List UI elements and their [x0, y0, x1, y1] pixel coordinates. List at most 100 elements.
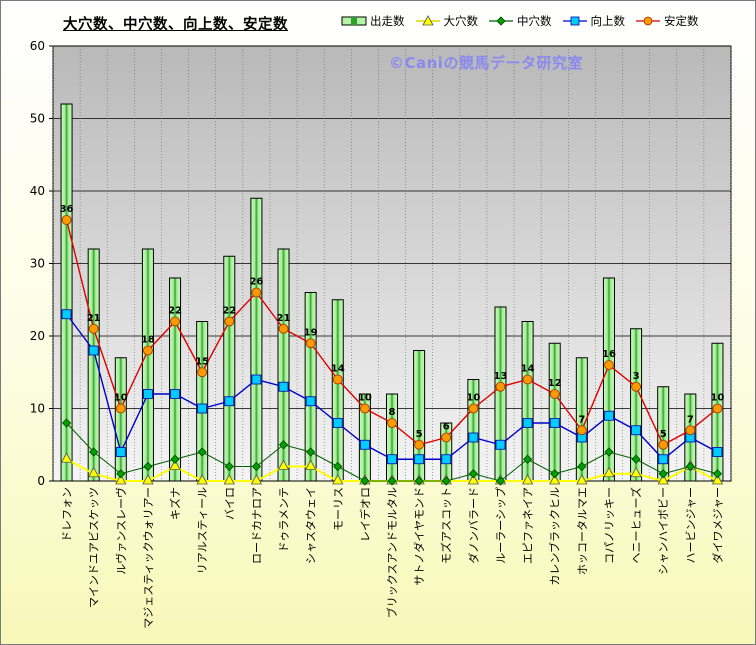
legend-item-antei: 安定数	[635, 13, 699, 29]
watermark: ©Caniの競馬データ研究室	[389, 54, 583, 72]
x-tick-label: マインドユアビスケッツ	[88, 487, 101, 608]
data-label: 7	[687, 414, 694, 425]
x-tick-label: モズアスコット	[439, 487, 453, 564]
data-label: 14	[331, 364, 345, 375]
x-tick-label: ドゥラメンテ	[278, 487, 291, 553]
point-kojo	[88, 345, 99, 356]
point-chuana	[550, 469, 560, 479]
point-antei	[197, 367, 208, 378]
point-antei	[495, 381, 506, 392]
x-tick-label: ロードカナロア	[250, 487, 263, 564]
point-daiana	[304, 459, 317, 470]
point-chuana	[414, 476, 424, 486]
data-label: 6	[443, 422, 450, 433]
point-daiana	[196, 474, 208, 485]
bar-starts	[87, 248, 100, 482]
point-chuana	[197, 447, 207, 457]
legend-label-starts: 出走数	[370, 14, 405, 28]
x-tick-label: サトノダイヤモンド	[412, 487, 426, 586]
point-antei	[224, 316, 235, 327]
data-label: 22	[168, 306, 182, 317]
point-chuana	[143, 461, 153, 472]
point-kojo	[332, 418, 343, 428]
x-tick-label: ドレフォン	[61, 487, 74, 542]
data-label: 14	[521, 364, 535, 375]
bar-starts	[114, 357, 127, 482]
point-daiana	[603, 466, 615, 478]
x-tick-label: ハービンジャー	[684, 487, 697, 563]
point-chuana	[685, 461, 695, 472]
data-label: 10	[358, 393, 372, 404]
point-kojo	[61, 309, 72, 320]
point-kojo	[549, 418, 560, 428]
bar-starts	[331, 299, 344, 482]
y-tick-label: 60	[30, 39, 45, 53]
triangle-icon	[415, 15, 440, 26]
data-label: 13	[494, 371, 508, 382]
point-daiana	[657, 474, 669, 485]
point-chuana	[116, 469, 126, 479]
point-daiana	[467, 474, 480, 485]
point-antei	[414, 439, 425, 450]
circle-icon	[636, 16, 660, 26]
point-chuana	[224, 461, 234, 472]
point-chuana	[468, 469, 478, 479]
point-daiana	[142, 474, 154, 485]
data-label: 3	[633, 371, 640, 382]
x-tick-label: リアルスティール	[196, 487, 209, 574]
point-daiana	[332, 474, 344, 485]
point-antei	[658, 439, 669, 450]
square-icon	[562, 16, 587, 26]
x-tick-label: ホッコータルマエ	[576, 487, 589, 575]
point-antei	[170, 316, 180, 327]
legend-item-starts: 出走数	[341, 13, 405, 29]
point-chuana	[577, 461, 587, 472]
point-chuana	[604, 447, 614, 457]
point-daiana	[169, 459, 181, 470]
point-daiana	[630, 466, 642, 478]
data-label: 8	[389, 407, 396, 418]
point-kojo	[359, 439, 370, 450]
x-tick-label: キズナ	[168, 487, 182, 520]
diamond-icon	[489, 16, 513, 26]
point-kojo	[604, 410, 614, 421]
bar-starts	[250, 197, 263, 482]
point-kojo	[658, 454, 669, 465]
point-kojo	[224, 396, 235, 407]
point-kojo	[278, 381, 289, 392]
point-daiana	[521, 474, 534, 485]
point-kojo	[414, 454, 425, 465]
point-antei	[88, 323, 99, 334]
point-chuana	[333, 461, 343, 472]
bar-starts	[548, 342, 561, 482]
point-daiana	[576, 474, 588, 485]
point-chuana	[387, 476, 397, 486]
point-antei	[604, 360, 614, 370]
point-daiana	[115, 474, 127, 485]
point-kojo	[712, 447, 723, 457]
point-daiana	[549, 474, 561, 485]
bar-starts	[60, 103, 73, 482]
point-antei	[251, 287, 262, 298]
point-chuana	[658, 469, 668, 479]
y-tick-label: 20	[30, 329, 45, 343]
point-antei	[143, 345, 153, 356]
x-tick-label: ダノンバラード	[466, 487, 480, 564]
data-label: 22	[222, 306, 236, 317]
point-chuana	[712, 469, 723, 479]
data-label: 5	[660, 429, 667, 440]
bar-starts	[223, 255, 236, 482]
point-kojo	[143, 389, 153, 399]
bar-starts	[630, 328, 643, 482]
y-tick-label: 0	[37, 474, 45, 488]
point-antei	[549, 389, 560, 399]
y-tick-label: 50	[30, 112, 45, 126]
x-tick-label: バイロ	[223, 487, 236, 520]
data-label: 18	[141, 335, 155, 346]
point-antei	[441, 432, 452, 443]
point-antei	[61, 215, 72, 225]
point-antei	[468, 403, 479, 414]
point-chuana	[170, 454, 180, 464]
legend-item-chuana: 中穴数	[488, 13, 552, 29]
x-tick-label: エピファネイア	[522, 487, 535, 564]
